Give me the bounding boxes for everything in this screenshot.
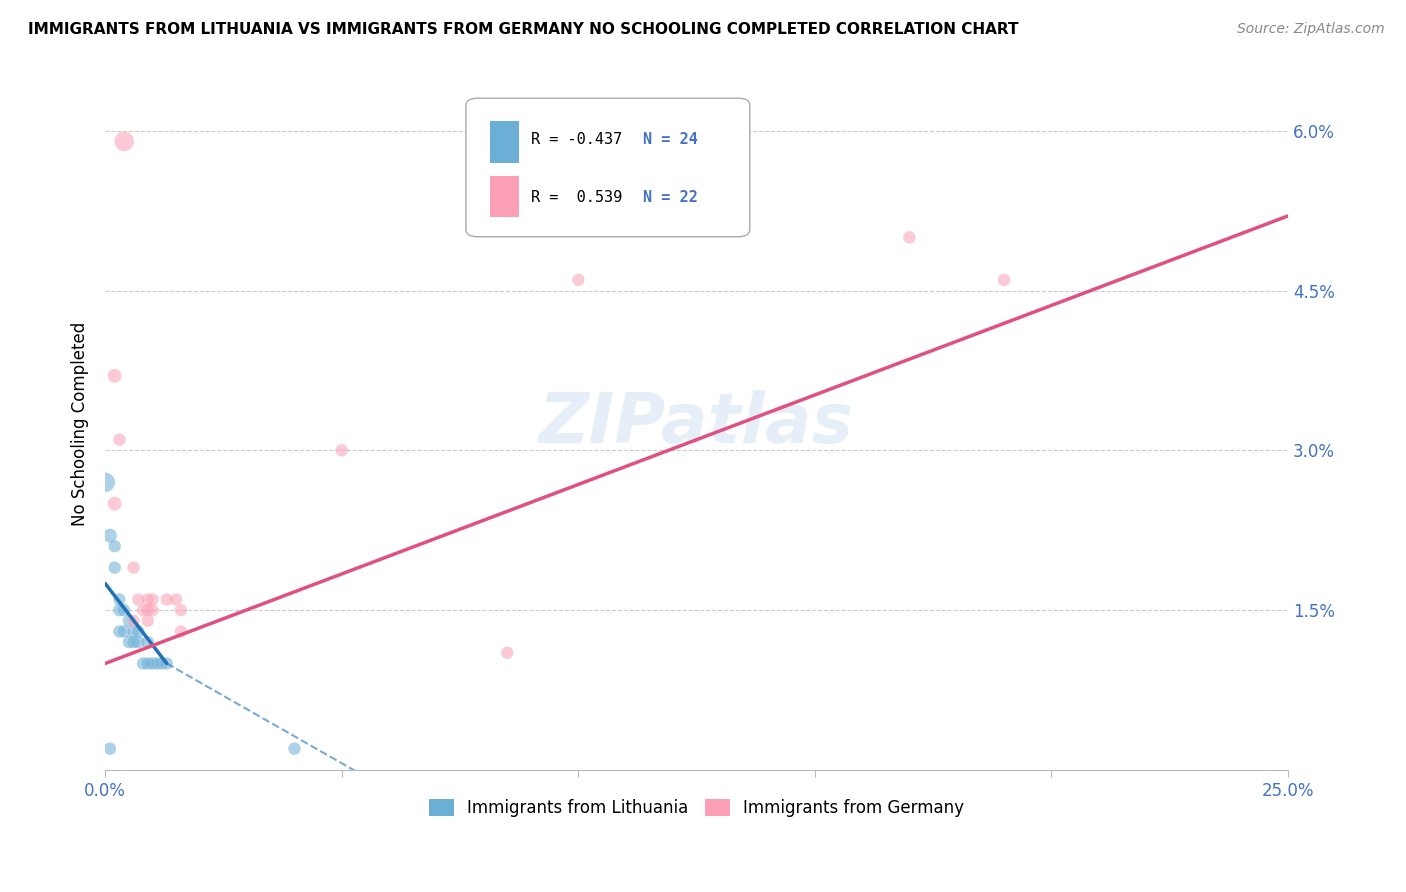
- Point: [141, 592, 163, 607]
- Y-axis label: No Schooling Completed: No Schooling Completed: [72, 322, 89, 526]
- Point: [108, 433, 131, 447]
- Point: [127, 592, 149, 607]
- Point: [122, 614, 145, 628]
- Text: Source: ZipAtlas.com: Source: ZipAtlas.com: [1237, 22, 1385, 37]
- Bar: [489, 121, 519, 162]
- Bar: [489, 176, 519, 218]
- Point: [993, 273, 1015, 287]
- Point: [567, 273, 589, 287]
- Point: [104, 497, 127, 511]
- Point: [98, 528, 121, 542]
- Point: [98, 741, 121, 756]
- Point: [118, 614, 141, 628]
- Text: N = 22: N = 22: [644, 190, 699, 205]
- Point: [283, 741, 305, 756]
- Point: [112, 134, 135, 148]
- Point: [127, 635, 149, 649]
- Point: [156, 657, 179, 671]
- Point: [112, 603, 135, 617]
- Legend: Immigrants from Lithuania, Immigrants from Germany: Immigrants from Lithuania, Immigrants fr…: [422, 792, 972, 824]
- Point: [141, 657, 163, 671]
- Point: [104, 560, 127, 574]
- Text: IMMIGRANTS FROM LITHUANIA VS IMMIGRANTS FROM GERMANY NO SCHOOLING COMPLETED CORR: IMMIGRANTS FROM LITHUANIA VS IMMIGRANTS …: [28, 22, 1018, 37]
- Point: [127, 624, 149, 639]
- Point: [170, 603, 193, 617]
- Point: [136, 657, 159, 671]
- Point: [136, 603, 159, 617]
- Point: [170, 624, 193, 639]
- Point: [496, 646, 519, 660]
- Point: [122, 560, 145, 574]
- Point: [122, 635, 145, 649]
- FancyBboxPatch shape: [465, 98, 749, 236]
- Point: [94, 475, 117, 490]
- Point: [122, 624, 145, 639]
- Text: R = -0.437: R = -0.437: [531, 132, 623, 147]
- Point: [132, 603, 155, 617]
- Text: R =  0.539: R = 0.539: [531, 190, 623, 205]
- Point: [165, 592, 187, 607]
- Point: [141, 603, 163, 617]
- Point: [118, 635, 141, 649]
- Point: [136, 592, 159, 607]
- Text: ZIPatlas: ZIPatlas: [538, 390, 853, 458]
- Point: [104, 539, 127, 553]
- Point: [136, 614, 159, 628]
- Point: [136, 635, 159, 649]
- Point: [112, 624, 135, 639]
- Point: [150, 657, 173, 671]
- Point: [108, 624, 131, 639]
- Point: [898, 230, 921, 244]
- Point: [156, 592, 179, 607]
- Point: [104, 368, 127, 383]
- Point: [108, 592, 131, 607]
- Point: [146, 657, 169, 671]
- Text: N = 24: N = 24: [644, 132, 699, 147]
- Point: [330, 443, 353, 458]
- Point: [108, 603, 131, 617]
- Point: [132, 657, 155, 671]
